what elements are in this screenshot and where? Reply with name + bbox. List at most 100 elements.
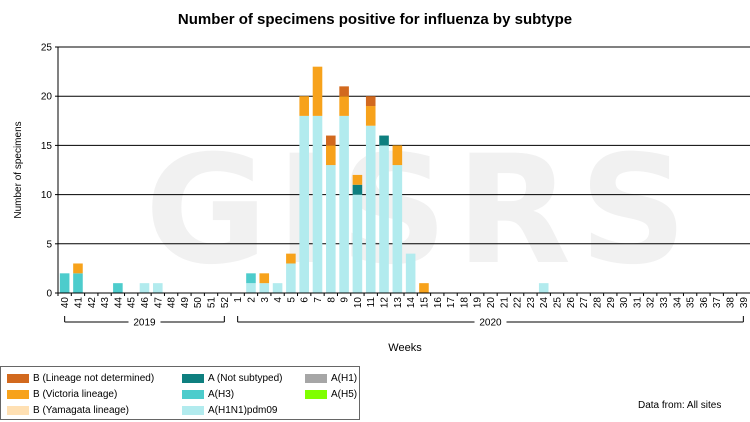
x-tick-label: 15 xyxy=(419,297,430,309)
year-label: 2020 xyxy=(479,318,502,329)
bar-segment xyxy=(312,66,323,116)
x-tick-label: 48 xyxy=(167,297,178,309)
legend-label: A(H3) xyxy=(208,389,235,400)
bar-segment xyxy=(259,283,270,293)
x-tick-label: 30 xyxy=(619,297,630,309)
x-tick-label: 52 xyxy=(220,297,231,309)
x-tick-label: 25 xyxy=(553,297,564,309)
legend-label: B (Lineage not determined) xyxy=(33,373,155,384)
x-tick-label: 26 xyxy=(566,297,577,309)
x-tick-label: 38 xyxy=(726,297,737,309)
legend-item-b-victoria: B (Victoria lineage) xyxy=(7,389,117,400)
x-tick-label: 16 xyxy=(433,297,444,309)
x-tick-label: 23 xyxy=(526,297,537,309)
x-tick-label: 18 xyxy=(459,297,470,309)
bar-segment xyxy=(405,253,416,293)
x-tick-label: 1 xyxy=(233,297,244,303)
legend-item-a-h1n1pdm09: A(H1N1)pdm09 xyxy=(182,405,277,416)
legend-swatch xyxy=(305,374,327,383)
x-tick-label: 28 xyxy=(592,297,603,309)
x-tick-label: 29 xyxy=(606,297,617,309)
x-tick-label: 7 xyxy=(313,297,324,303)
x-tick-label: 31 xyxy=(632,297,643,309)
legend-item-b-not-determined: B (Lineage not determined) xyxy=(7,373,154,384)
bar-segment xyxy=(352,174,363,185)
x-tick-label: 12 xyxy=(380,297,391,309)
watermark: GISRS xyxy=(145,124,696,298)
legend-item-a-h5: A(H5) xyxy=(305,389,357,400)
x-tick-label: 39 xyxy=(739,297,750,309)
bar-segment xyxy=(379,145,389,293)
x-tick-label: 4 xyxy=(273,297,284,303)
bar-segment xyxy=(113,283,123,293)
year-label-bg xyxy=(474,316,507,328)
bar-segment xyxy=(286,263,296,293)
bar-segment xyxy=(538,283,549,293)
bar-segment xyxy=(392,145,403,166)
bar-segment xyxy=(153,283,163,293)
bar-segment xyxy=(326,135,336,146)
bar-segment xyxy=(326,145,336,166)
bar-segment xyxy=(352,184,363,195)
x-tick-label: 24 xyxy=(539,297,550,309)
legend-item-a-h1: A(H1) xyxy=(305,373,357,384)
bar-segment xyxy=(326,165,336,293)
bar-segment xyxy=(73,263,83,274)
x-tick-label: 40 xyxy=(60,297,71,309)
legend-item-a-h3: A(H3) xyxy=(182,389,234,400)
x-tick-label: 6 xyxy=(300,297,311,303)
x-tick-label: 43 xyxy=(100,297,111,309)
legend-item-b-yamagata: B (Yamagata lineage) xyxy=(7,405,129,416)
legend-label: A(H5) xyxy=(331,389,358,400)
x-tick-label: 42 xyxy=(87,297,98,309)
x-tick-label: 34 xyxy=(672,297,683,309)
x-axis-label: Weeks xyxy=(388,342,422,354)
x-tick-label: 19 xyxy=(473,297,484,309)
legend-label: A (Not subtyped) xyxy=(208,373,283,384)
legend-swatch xyxy=(7,374,29,383)
legend-swatch xyxy=(305,390,327,399)
bar-segment xyxy=(339,115,349,293)
bar-segment xyxy=(259,273,270,284)
bars xyxy=(59,66,549,293)
x-tick-label: 46 xyxy=(140,297,151,309)
bar-segment xyxy=(352,194,363,293)
x-tick-label: 10 xyxy=(353,297,364,309)
x-tick-label: 3 xyxy=(260,297,271,303)
legend: B (Lineage not determined) B (Victoria l… xyxy=(0,366,360,420)
year-label-bg xyxy=(128,316,161,328)
legend-swatch xyxy=(182,390,204,399)
x-tick-label: 51 xyxy=(207,297,218,309)
x-tick-label: 37 xyxy=(712,297,723,309)
y-tick-label: 20 xyxy=(41,92,53,103)
x-tick-label: 35 xyxy=(686,297,697,309)
x-tick-label: 11 xyxy=(366,297,377,308)
chart-title: Number of specimens positive for influen… xyxy=(178,11,572,28)
bar-segment xyxy=(286,253,296,264)
legend-label: A(H1) xyxy=(331,373,358,384)
y-tick-label: 0 xyxy=(46,289,52,300)
bar-segment xyxy=(272,283,283,293)
bar-segment xyxy=(365,106,376,126)
y-tick-label: 25 xyxy=(41,43,53,54)
bar-segment xyxy=(246,273,256,284)
x-tick-label: 13 xyxy=(393,297,404,309)
x-tick-label: 21 xyxy=(499,297,510,309)
bar-segment xyxy=(59,273,70,293)
bar-segment xyxy=(299,115,309,293)
y-tick-label: 15 xyxy=(41,141,53,152)
source-note: Data from: All sites xyxy=(638,400,722,411)
bar-segment xyxy=(246,283,256,293)
x-tick-label: 32 xyxy=(646,297,657,309)
chart: GISRS Number of specimens positive for i… xyxy=(13,11,750,354)
x-tick-label: 8 xyxy=(326,297,337,303)
legend-label: A(H1N1)pdm09 xyxy=(208,405,278,416)
legend-swatch xyxy=(182,406,204,415)
x-tick-label: 36 xyxy=(699,297,710,309)
legend-label: B (Victoria lineage) xyxy=(33,389,118,400)
year-label: 2019 xyxy=(133,318,156,329)
y-axis-label: Number of specimens xyxy=(13,121,24,218)
legend-label: B (Yamagata lineage) xyxy=(33,405,129,416)
bar-segment xyxy=(299,96,309,116)
